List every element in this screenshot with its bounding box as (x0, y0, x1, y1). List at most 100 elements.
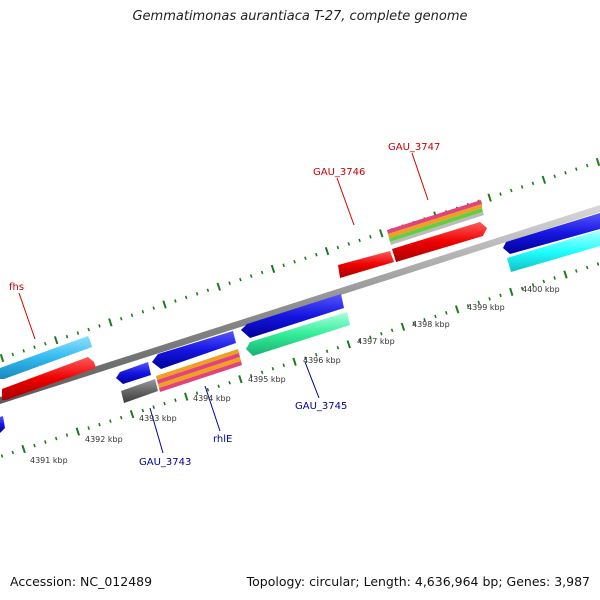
gene-rhle-blue[interactable] (152, 331, 236, 369)
scale-label: 4393 kbp (139, 414, 177, 423)
major-tick (346, 340, 351, 349)
minor-tick (553, 276, 556, 280)
minor-tick (87, 327, 90, 332)
minor-tick (412, 321, 416, 326)
major-tick (21, 444, 26, 454)
major-tick (108, 318, 113, 327)
gene-gau3745-blue[interactable] (241, 294, 344, 338)
minor-tick (98, 324, 101, 328)
major-tick (292, 357, 297, 366)
minor-tick (65, 334, 69, 339)
minor-tick (11, 352, 15, 357)
major-tick (454, 305, 460, 314)
accession-label: Accession: NC_012489 (10, 574, 153, 589)
major-tick (509, 287, 514, 297)
minor-tick (174, 299, 177, 303)
minor-tick (347, 242, 351, 246)
minor-tick (249, 274, 253, 278)
gene-right-blue[interactable] (503, 213, 600, 254)
minor-tick (390, 328, 394, 333)
minor-tick (499, 293, 502, 298)
minor-tick (130, 313, 134, 318)
minor-tick (152, 405, 155, 409)
minor-tick (206, 387, 210, 392)
minor-tick (33, 443, 36, 448)
major-tick (75, 427, 81, 436)
minor-tick (195, 292, 199, 296)
minor-tick (11, 450, 15, 455)
minor-tick (358, 238, 361, 243)
major-tick (400, 322, 406, 331)
minor-tick (119, 317, 123, 321)
minor-tick (369, 335, 372, 340)
minor-tick (293, 260, 296, 264)
minor-tick (119, 415, 123, 420)
minor-tick (531, 181, 535, 186)
gene-rhle[interactable] (156, 349, 242, 392)
leader-lines (18, 152, 429, 454)
gene-gau3746[interactable] (338, 251, 394, 278)
gene-gau3747-annotation[interactable] (387, 200, 484, 245)
major-tick (324, 246, 330, 256)
map-title: Gemmatimonas aurantiaca T-27, complete g… (132, 9, 468, 24)
minor-tick (553, 174, 556, 179)
minor-tick (282, 363, 285, 368)
major-tick (563, 270, 568, 279)
gene-small-blue[interactable] (116, 362, 151, 384)
minor-tick (141, 309, 145, 314)
minor-tick (520, 286, 524, 291)
scale-label: 4395 kbp (248, 375, 286, 384)
gene-label-gau3746: GAU_3746 (313, 167, 365, 178)
minor-tick (271, 366, 275, 371)
minor-tick (488, 297, 491, 301)
minor-tick (499, 192, 502, 196)
gene-fhs[interactable] (0, 336, 92, 379)
minor-tick (575, 167, 578, 171)
minor-tick (520, 185, 524, 189)
genome-backbone (0, 205, 600, 404)
minor-tick (228, 281, 231, 285)
scale-label: 4392 kbp (85, 435, 123, 444)
minor-tick (44, 341, 47, 346)
minor-tick (152, 306, 155, 310)
minor-tick (596, 262, 600, 266)
scale-label: 4394 kbp (193, 394, 231, 403)
major-tick (595, 157, 600, 167)
minor-tick (564, 170, 567, 175)
minor-tick (87, 426, 90, 430)
minor-tick (325, 349, 329, 354)
lower-scale-ticks (0, 262, 600, 458)
gene-gau3747[interactable] (392, 222, 487, 262)
minor-tick (33, 345, 36, 350)
minor-tick (477, 300, 481, 305)
minor-tick (585, 163, 589, 168)
minor-tick (445, 311, 448, 315)
minor-tick (217, 384, 220, 388)
major-tick (0, 353, 5, 363)
minor-tick (282, 263, 285, 268)
minor-tick (315, 252, 318, 257)
minor-tick (423, 318, 426, 322)
gene-gau3745[interactable] (246, 312, 350, 356)
major-tick (129, 409, 135, 419)
minor-tick (336, 245, 340, 250)
minor-tick (304, 356, 307, 361)
scale-label: 4399 kbp (467, 303, 505, 312)
gene-fhs-red[interactable] (2, 357, 96, 400)
major-tick (184, 392, 189, 401)
minor-tick (174, 398, 177, 402)
minor-tick (141, 408, 145, 413)
minor-tick (184, 295, 188, 300)
gene-right-cyan[interactable] (507, 230, 600, 272)
minor-tick (195, 391, 199, 395)
minor-tick (65, 433, 69, 437)
gene-gau3743[interactable] (121, 379, 158, 403)
minor-tick (575, 269, 578, 273)
minor-tick (510, 188, 513, 193)
major-tick (162, 300, 167, 309)
scale-label: 4396 kbp (303, 356, 341, 365)
minor-tick (542, 279, 546, 284)
gene-left-blue-stub[interactable] (0, 416, 5, 433)
genome-stats-label: Topology: circular; Length: 4,636,964 bp… (246, 574, 590, 589)
